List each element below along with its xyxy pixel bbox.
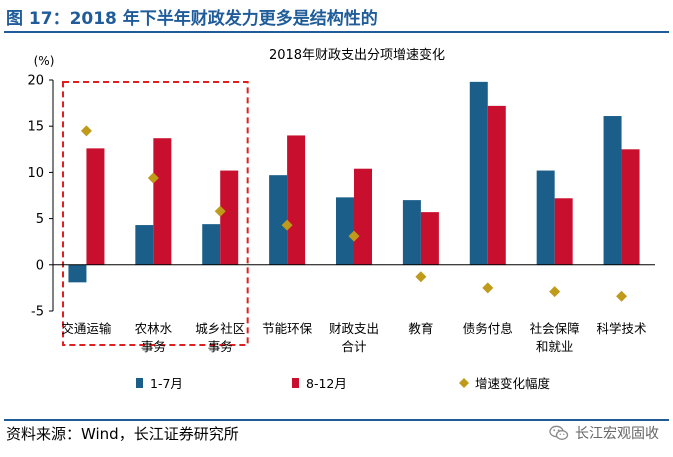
y-tick-label: 5 [36, 212, 44, 227]
source-note: 资料来源：Wind，长江证券研究所 [6, 425, 239, 443]
bar-1-7 [603, 116, 622, 265]
bar-1-7 [536, 170, 555, 265]
brand-mark: 长江宏观固收 [549, 423, 659, 443]
x-category-label: 城乡社区 [195, 321, 245, 336]
y-tick-label: 10 [27, 166, 44, 181]
x-category-label: 事务 [208, 339, 233, 354]
change-marker [616, 290, 628, 302]
x-category-label: 交通运输 [61, 321, 112, 336]
legend-label: 1-7月 [150, 376, 183, 391]
bar-1-7 [469, 81, 488, 265]
y-tick-label: -5 [31, 305, 44, 320]
change-marker [147, 172, 159, 184]
bar-1-7 [269, 175, 288, 265]
bar-8-12 [554, 198, 573, 265]
legend-label: 增速变化幅度 [475, 376, 551, 391]
highlight-box [62, 81, 249, 346]
legend-swatch [136, 378, 143, 388]
wechat-icon [549, 425, 569, 440]
brand-name: 长江宏观固收 [575, 426, 659, 442]
x-category-label: 科学技术 [597, 321, 648, 336]
bar-1-7 [68, 264, 87, 283]
chart-title: 2018年财政支出分项增速变化 [269, 47, 445, 63]
x-category-label: 教育 [408, 321, 433, 336]
change-marker [214, 205, 226, 217]
change-marker [80, 125, 92, 137]
bar-1-7 [135, 225, 154, 265]
y-tick-label: 0 [36, 258, 44, 273]
figure-title: 图 17：2018 年下半年财政发力更多是结构性的 [6, 9, 378, 29]
x-category-label: 事务 [141, 339, 166, 354]
title-rule [4, 31, 669, 33]
bar-1-7 [336, 197, 354, 265]
bar-8-12 [420, 212, 439, 265]
x-category-label: 农林水 [135, 321, 173, 336]
bar-1-7 [202, 224, 221, 265]
bar-8-12 [220, 170, 239, 265]
footer-rule [4, 419, 669, 421]
bar-8-12 [287, 135, 306, 265]
bar-1-7 [402, 200, 421, 265]
bar-8-12 [487, 105, 506, 265]
change-marker [281, 219, 293, 231]
x-category-label: 合计 [341, 339, 366, 354]
change-marker [549, 286, 561, 298]
bar-8-12 [86, 148, 105, 265]
x-category-label: 社会保障 [530, 321, 580, 336]
y-axis-unit: (%) [34, 54, 55, 68]
legend-label: 8-12月 [306, 376, 347, 391]
bar-8-12 [153, 138, 172, 265]
legend-swatch [292, 378, 299, 388]
x-category-label: 和就业 [536, 339, 574, 354]
change-marker [348, 230, 360, 242]
change-marker [482, 282, 494, 294]
change-marker [415, 271, 427, 283]
bar-8-12 [621, 149, 640, 265]
y-tick-label: 15 [27, 120, 44, 135]
bar-8-12 [354, 168, 372, 265]
x-category-label: 债务付息 [463, 321, 513, 336]
x-category-label: 节能环保 [262, 321, 313, 336]
legend-swatch [459, 378, 469, 388]
x-category-label: 财政支出 [329, 321, 379, 336]
y-tick-label: 20 [27, 74, 44, 89]
